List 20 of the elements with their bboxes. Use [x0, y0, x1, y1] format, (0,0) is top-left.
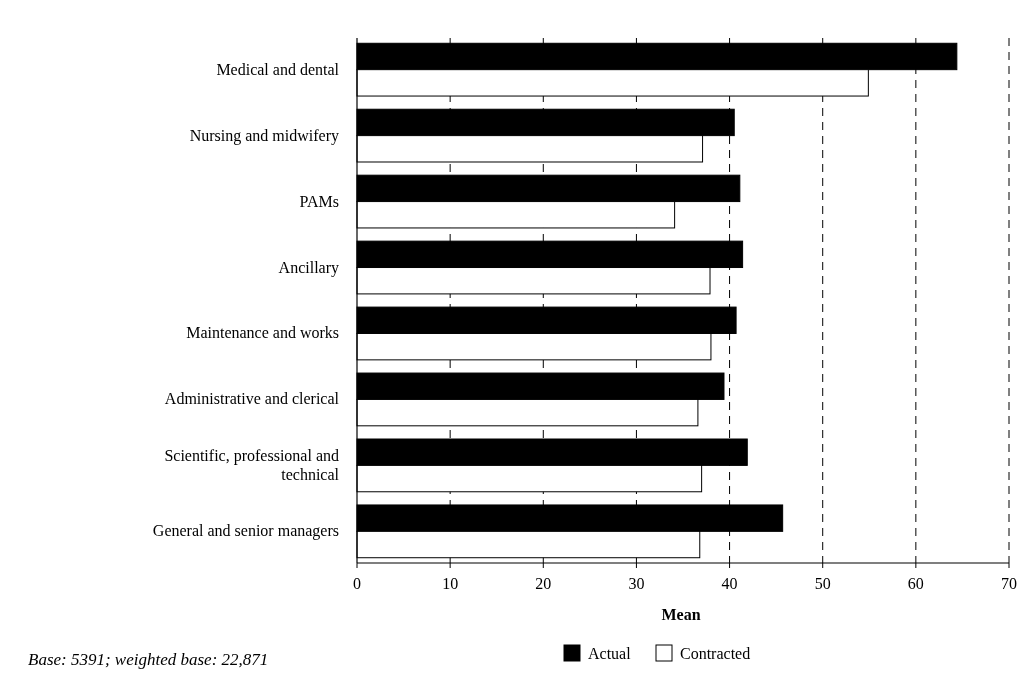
- legend-label: Contracted: [680, 645, 751, 662]
- y-tick-label: Maintenance and works: [186, 324, 339, 342]
- x-tick-label: 50: [814, 575, 831, 592]
- text: Base: 5391; weighted base: 22,871: [28, 650, 269, 669]
- x-tick-label: 70: [1001, 575, 1017, 592]
- y-tick-label: Ancillary: [278, 258, 339, 277]
- y-tick-label: Nursing and midwifery: [189, 126, 339, 145]
- x-tick-label: 60: [907, 575, 924, 592]
- y-tick-label: General and senior managers: [152, 522, 339, 541]
- y-tick-label: Scientific, professional and technical: [164, 447, 340, 484]
- x-axis-title: Mean: [661, 606, 701, 623]
- y-tick-label: Medical and dental: [216, 60, 340, 78]
- x-tick-label: 20: [535, 575, 552, 592]
- x-tick-label: 40: [721, 575, 738, 592]
- y-tick-label: Administrative and clerical: [164, 390, 340, 408]
- x-tick-label: 0: [353, 575, 361, 592]
- y-tick-label: PAMs: [299, 192, 339, 210]
- x-tick-label: 30: [628, 575, 645, 592]
- legend-label: Actual: [588, 645, 632, 662]
- x-tick-label: 10: [442, 575, 459, 592]
